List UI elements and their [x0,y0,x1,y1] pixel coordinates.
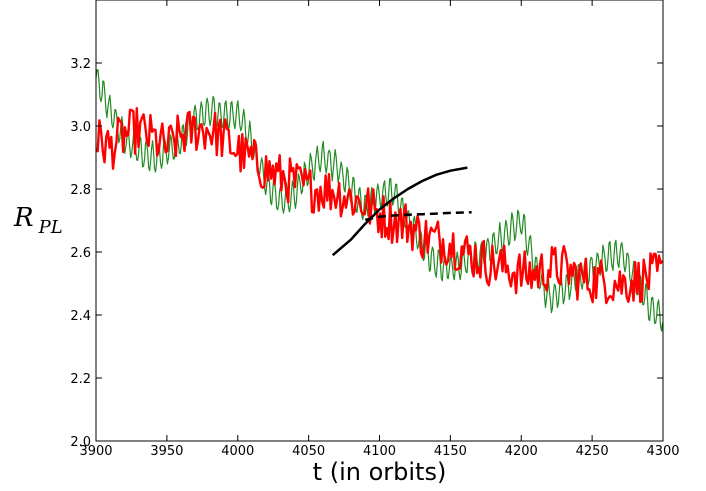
x-tick-label: 4050 [292,444,325,459]
ticks-layer: 3900 3950 4000 4050 4100 4150 4200 4250 4300 2.0 2… [70,0,680,459]
y-tick-label: 3.0 [70,120,91,135]
series-layer [95,69,664,332]
x-tick-label: 4250 [576,444,609,459]
x-tick-label: 4200 [505,444,538,459]
y-tick-label: 2.8 [70,183,91,198]
y-tick-label: 2.0 [70,435,91,450]
y-axis-label-main: R [13,203,34,233]
y-tick-label: 2.4 [70,309,91,324]
x-tick-label: 4100 [363,444,396,459]
y-axis-label-subscript: PL [38,217,63,238]
y-tick-label: 2.2 [70,372,91,387]
y-tick-label: 3.2 [70,57,91,72]
x-tick-label: 4150 [434,444,467,459]
x-axis-label: t (in orbits) [313,458,447,486]
y-tick-label: 2.6 [70,246,91,261]
x-tick-label: 4300 [646,444,679,459]
x-tick-label: 4000 [221,444,254,459]
y-axis-label: R PL [13,203,63,238]
series-line-thick-black-solid [331,166,468,257]
series-line-thick-red [95,107,664,305]
series-line-thick-black-dashed [365,211,472,222]
x-tick-label: 3950 [150,444,183,459]
x-tick-label: 3900 [79,444,112,459]
